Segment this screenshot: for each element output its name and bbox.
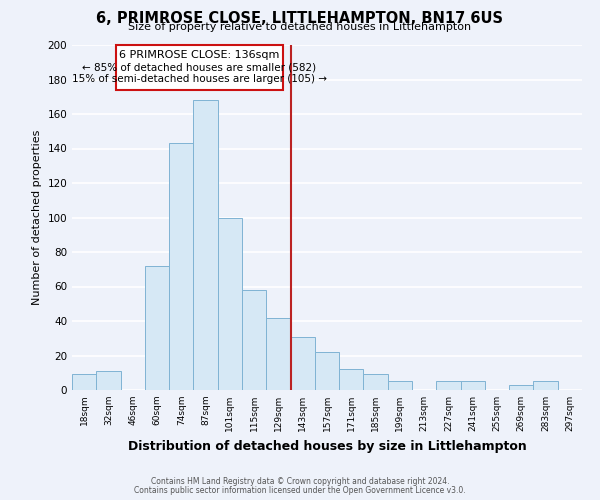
- Text: ← 85% of detached houses are smaller (582): ← 85% of detached houses are smaller (58…: [82, 62, 317, 72]
- Bar: [509, 385, 533, 390]
- X-axis label: Distribution of detached houses by size in Littlehampton: Distribution of detached houses by size …: [128, 440, 526, 452]
- Bar: [436, 382, 461, 390]
- Text: Contains HM Land Registry data © Crown copyright and database right 2024.: Contains HM Land Registry data © Crown c…: [151, 477, 449, 486]
- Bar: [388, 382, 412, 390]
- Bar: [315, 352, 339, 390]
- Y-axis label: Number of detached properties: Number of detached properties: [32, 130, 42, 305]
- FancyBboxPatch shape: [116, 45, 283, 90]
- Text: Contains public sector information licensed under the Open Government Licence v3: Contains public sector information licen…: [134, 486, 466, 495]
- Bar: [193, 100, 218, 390]
- Bar: [145, 266, 169, 390]
- Bar: [290, 336, 315, 390]
- Text: Size of property relative to detached houses in Littlehampton: Size of property relative to detached ho…: [128, 22, 472, 32]
- Bar: [339, 370, 364, 390]
- Bar: [72, 374, 96, 390]
- Bar: [96, 371, 121, 390]
- Bar: [533, 382, 558, 390]
- Bar: [242, 290, 266, 390]
- Text: 6, PRIMROSE CLOSE, LITTLEHAMPTON, BN17 6US: 6, PRIMROSE CLOSE, LITTLEHAMPTON, BN17 6…: [97, 11, 503, 26]
- Bar: [461, 382, 485, 390]
- Bar: [364, 374, 388, 390]
- Bar: [266, 318, 290, 390]
- Text: 6 PRIMROSE CLOSE: 136sqm: 6 PRIMROSE CLOSE: 136sqm: [119, 50, 280, 60]
- Text: 15% of semi-detached houses are larger (105) →: 15% of semi-detached houses are larger (…: [72, 74, 327, 85]
- Bar: [169, 144, 193, 390]
- Bar: [218, 218, 242, 390]
